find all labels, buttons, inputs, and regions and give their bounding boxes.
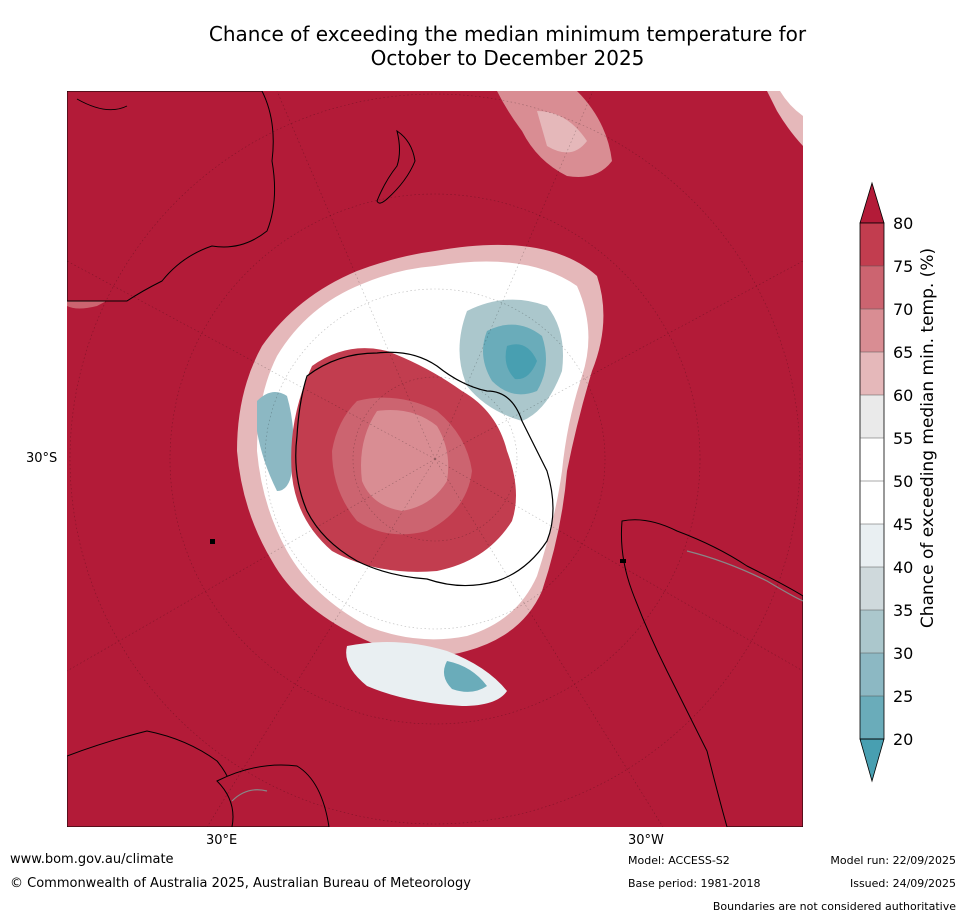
title-line-2: October to December 2025 [370, 46, 645, 70]
cool-anomaly-west [257, 392, 294, 491]
copyright-notice: © Commonwealth of Australia 2025, Austra… [10, 876, 471, 891]
graticule [67, 91, 803, 827]
colorbar-tick: 25 [893, 687, 914, 706]
colorbar-bin-35-40 [860, 567, 884, 610]
new-zealand-coastline [376, 129, 416, 204]
antarctica-coastline [295, 351, 554, 587]
probability-map [67, 91, 803, 827]
colorbar-bin-75-80 [860, 223, 884, 266]
colorbar-tick: 75 [893, 257, 914, 276]
colorbar-tick: 65 [893, 343, 914, 362]
latitude-label: 30°S [26, 451, 58, 466]
issued-date: Issued: 24/09/2025 [849, 877, 956, 890]
boundary-disclaimer: Boundaries are not considered authoritat… [712, 900, 956, 913]
colorbar-bin-55-60 [860, 395, 884, 438]
colorbar-bottom-extension [859, 738, 885, 783]
colorbar-tick: 70 [893, 300, 914, 319]
colorbar-bin-65-70 [860, 309, 884, 352]
longitude-label-east: 30°E [206, 833, 238, 848]
colorbar-bin-60-65 [860, 352, 884, 395]
colorbar-bin-70-75 [860, 266, 884, 309]
colorbar-bin-20-25 [860, 696, 884, 739]
colorbar-bin-25-30 [860, 653, 884, 696]
colorbar-tick: 40 [893, 558, 914, 577]
colorbar-top-extension [859, 181, 885, 224]
base-period: Base period: 1981-2018 [628, 877, 761, 890]
colorbar-bin-45-50 [860, 481, 884, 524]
colorbar-tick: 45 [893, 515, 914, 534]
chart-title: Chance of exceeding the median minimum t… [150, 22, 865, 70]
longitude-label-west: 30°W [628, 833, 664, 848]
title-line-1: Chance of exceeding the median minimum t… [208, 22, 807, 46]
colorbar-bin-30-35 [860, 610, 884, 653]
model-name: Model: ACCESS-S2 [628, 854, 730, 867]
island [620, 559, 626, 563]
australia-coastline [67, 91, 276, 302]
colorbar-bin-40-45 [860, 524, 884, 567]
island [210, 539, 215, 544]
colorbar-tick: 35 [893, 601, 914, 620]
website-link[interactable]: www.bom.gov.au/climate [10, 852, 174, 867]
south-america-coastline [620, 519, 803, 827]
model-run-date: Model run: 22/09/2025 [830, 854, 956, 867]
colorbar-tick: 50 [893, 472, 914, 491]
colorbar-tick: 55 [893, 429, 914, 448]
colorbar-label: Chance of exceeding median min. temp. (%… [918, 247, 938, 629]
colorbar-tick: 20 [893, 730, 914, 749]
colorbar-tick: 30 [893, 644, 914, 663]
colorbar-tick: 80 [893, 214, 914, 233]
colorbar-bin-50-55 [860, 438, 884, 481]
colorbar-tick: 60 [893, 386, 914, 405]
colorbar [859, 181, 885, 783]
